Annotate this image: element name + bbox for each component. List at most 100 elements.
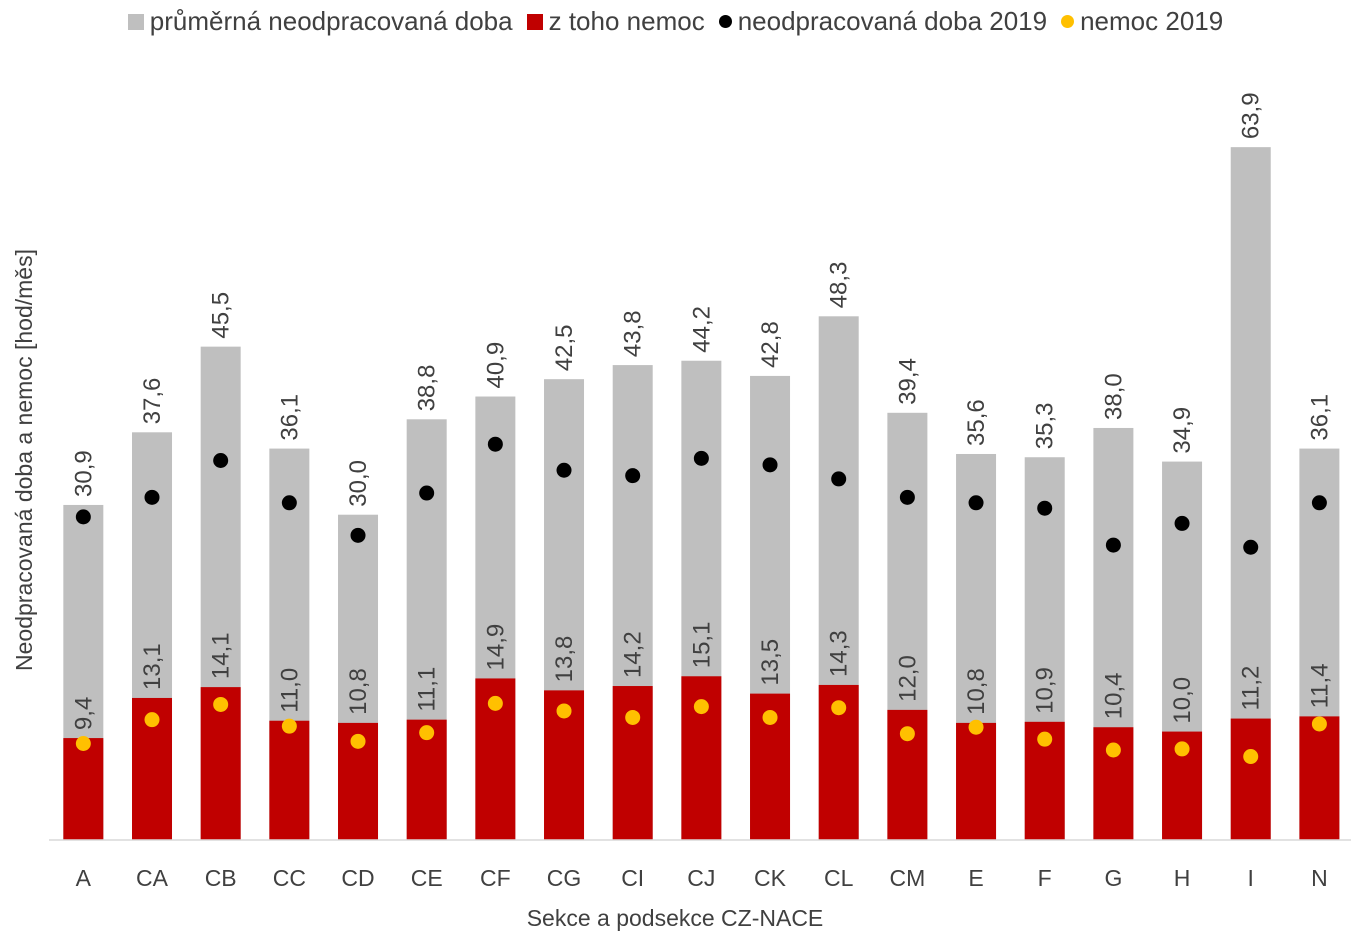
x-tick-label: CM <box>889 865 925 891</box>
point <box>1311 495 1327 511</box>
value-label: 9,4 <box>70 697 97 730</box>
point <box>419 485 435 501</box>
value-label: 39,4 <box>894 358 921 405</box>
point <box>350 527 366 543</box>
value-label: 35,3 <box>1032 403 1059 450</box>
value-label: 11,2 <box>1238 666 1265 711</box>
x-tick-label: F <box>1038 865 1052 891</box>
point <box>281 495 297 511</box>
bar <box>1230 718 1271 840</box>
value-label: 48,3 <box>826 262 853 309</box>
value-label: 10,9 <box>1032 667 1059 714</box>
bar <box>269 720 310 840</box>
point <box>75 509 91 525</box>
value-label: 42,5 <box>551 324 578 371</box>
x-tick-label: CD <box>341 865 374 891</box>
point <box>899 726 915 742</box>
value-label: 10,4 <box>1100 673 1127 720</box>
value-label: 34,9 <box>1169 407 1196 454</box>
value-label: 13,8 <box>551 636 578 683</box>
point <box>144 712 160 728</box>
value-label: 36,1 <box>276 394 303 441</box>
value-label: 11,0 <box>276 668 303 713</box>
value-label: 40,9 <box>482 342 509 389</box>
x-tick-label: G <box>1104 865 1122 891</box>
legend-swatch <box>526 13 543 30</box>
x-tick-label: CA <box>136 865 169 891</box>
point <box>1243 749 1259 765</box>
x-tick-label: E <box>968 865 983 891</box>
point <box>1037 500 1053 516</box>
x-tick-label: I <box>1248 865 1254 891</box>
value-label: 11,4 <box>1306 663 1333 708</box>
x-tick-label: CF <box>480 865 511 891</box>
x-tick-label: CB <box>205 865 237 891</box>
point <box>281 718 297 734</box>
point <box>899 489 915 505</box>
point <box>625 709 641 725</box>
point <box>556 703 572 719</box>
value-label: 63,9 <box>1238 92 1265 139</box>
value-label: 14,2 <box>620 631 647 678</box>
value-label: 14,9 <box>482 624 509 671</box>
legend-label: průměrná neodpracovaná doba <box>149 6 513 36</box>
point <box>762 457 778 473</box>
value-label: 37,6 <box>139 378 166 425</box>
point <box>831 700 847 716</box>
value-label: 45,5 <box>208 292 235 339</box>
value-label: 30,9 <box>70 450 97 497</box>
value-label: 13,1 <box>139 643 166 690</box>
point <box>213 453 229 468</box>
x-axis-title: Sekce a podsekce CZ-NACE <box>527 905 824 931</box>
value-label: 44,2 <box>688 306 715 353</box>
value-label: 10,0 <box>1169 677 1196 724</box>
legend: průměrná neodpracovaná doba z toho nemoc n… <box>0 6 1351 37</box>
x-tick-label: CI <box>621 865 644 891</box>
x-tick-label: A <box>76 865 92 891</box>
x-tick-label: N <box>1311 865 1328 891</box>
value-label: 38,8 <box>414 365 441 412</box>
point <box>350 733 366 749</box>
bar <box>63 738 104 840</box>
legend-item: z toho nemoc <box>526 6 705 37</box>
point <box>831 471 847 487</box>
value-label: 14,3 <box>826 630 853 677</box>
point <box>693 450 709 466</box>
value-label: 35,6 <box>963 399 990 446</box>
point <box>1105 537 1121 553</box>
point <box>556 462 572 478</box>
point <box>1243 539 1259 555</box>
legend-swatch <box>718 15 732 28</box>
x-tick-label: CK <box>754 865 787 891</box>
value-label: 14,1 <box>208 632 235 679</box>
y-axis-title: Neodpracovaná doba a nemoc [hod/měs] <box>11 249 37 671</box>
value-label: 10,8 <box>963 668 990 715</box>
value-label: 30,0 <box>345 460 372 507</box>
point <box>1037 731 1053 747</box>
point <box>1174 741 1190 757</box>
point <box>1174 515 1190 531</box>
value-label: 11,1 <box>414 667 441 712</box>
value-label: 38,0 <box>1100 373 1127 420</box>
bar <box>200 687 241 840</box>
legend-item: neodpracovaná doba 2019 <box>718 6 1047 37</box>
legend-swatch <box>127 13 144 30</box>
point <box>487 436 503 452</box>
point <box>968 495 984 511</box>
legend-item: nemoc 2019 <box>1061 6 1223 37</box>
value-label: 10,8 <box>345 668 372 715</box>
bar <box>612 686 653 840</box>
value-label: 12,0 <box>894 655 921 702</box>
x-tick-label: CC <box>273 865 306 891</box>
value-label: 15,1 <box>688 622 715 669</box>
x-tick-label: CJ <box>687 865 715 891</box>
point <box>213 696 229 712</box>
x-tick-label: CE <box>411 865 443 891</box>
point <box>625 468 641 484</box>
value-label: 42,8 <box>757 321 784 368</box>
legend-swatch <box>1061 15 1075 28</box>
point <box>144 489 160 505</box>
x-tick-label: CL <box>824 865 854 891</box>
